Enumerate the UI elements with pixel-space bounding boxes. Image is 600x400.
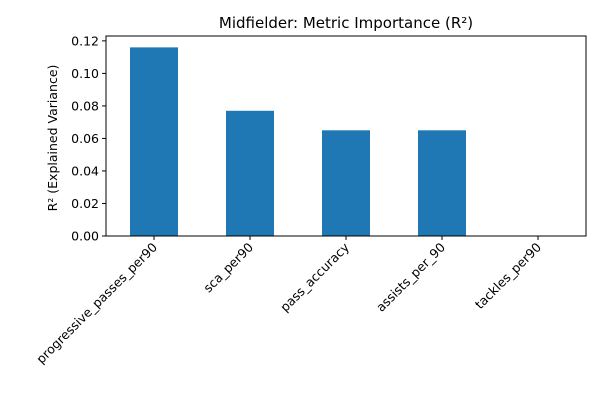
- x-axis-ticks: progressive_passes_per90 sca_per90 pass_ac…: [33, 236, 544, 366]
- y-axis-ticks: 0.00 0.02 0.04 0.06 0.08 0.10 0.12: [71, 33, 106, 244]
- y-tick-label: 0.02: [71, 196, 99, 211]
- chart-title: Midfielder: Metric Importance (R²): [219, 14, 473, 32]
- x-tick-label: progressive_passes_per90: [33, 239, 160, 366]
- bars: [130, 47, 466, 237]
- y-tick-label: 0.08: [71, 98, 99, 113]
- x-tick-label: pass_accuracy: [277, 239, 353, 315]
- y-tick-label: 0.04: [71, 163, 99, 178]
- y-tick-label: 0.00: [71, 229, 99, 244]
- y-tick-label: 0.12: [71, 33, 99, 48]
- bar: [322, 130, 370, 236]
- y-axis-label: R² (Explained Variance): [45, 65, 60, 212]
- bar: [226, 110, 274, 236]
- x-tick-label: assists_per_90: [373, 239, 448, 314]
- y-tick-label: 0.06: [71, 131, 99, 146]
- bar: [418, 130, 466, 236]
- x-tick-label: tackles_per90: [472, 239, 544, 311]
- y-tick-label: 0.10: [71, 66, 99, 81]
- x-tick-label: sca_per90: [200, 239, 256, 295]
- bar: [130, 47, 178, 237]
- plot-area-frame: [105, 35, 587, 237]
